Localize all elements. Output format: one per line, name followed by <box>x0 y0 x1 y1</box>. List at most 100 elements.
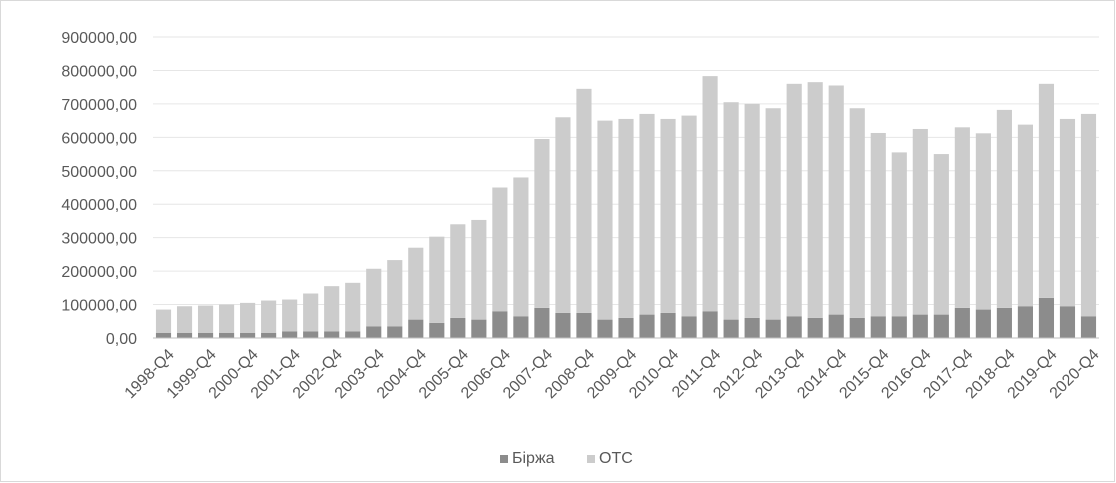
bar-birzha <box>681 316 697 338</box>
bar-otc <box>345 282 361 332</box>
legend-label-birzha: Біржа <box>512 450 555 467</box>
bar-otc <box>849 108 865 318</box>
bar-birzha <box>891 316 907 338</box>
bar-birzha <box>1080 316 1097 338</box>
bar-otc <box>492 187 508 312</box>
bar-birzha <box>597 319 613 338</box>
y-tick-label: 100000,00 <box>61 298 137 315</box>
bar-birzha <box>849 317 865 338</box>
bar-otc <box>366 268 382 327</box>
bar-otc <box>155 309 172 333</box>
bar-otc <box>996 109 1012 308</box>
bar-birzha <box>618 317 634 338</box>
bar-otc <box>786 83 802 317</box>
y-tick-label: 400000,00 <box>61 197 137 214</box>
bar-birzha <box>303 331 319 338</box>
bar-birzha <box>828 314 844 338</box>
bar-otc <box>576 88 592 313</box>
bar-otc <box>933 154 949 315</box>
bar-birzha <box>408 319 424 338</box>
bar-otc <box>261 300 277 333</box>
bar-otc <box>597 120 613 320</box>
bar-birzha <box>702 311 718 338</box>
bar-otc <box>765 108 781 320</box>
y-tick-label: 800000,00 <box>61 63 137 80</box>
bar-otc <box>471 219 487 320</box>
bar-birzha <box>639 314 655 338</box>
bar-otc <box>618 118 634 318</box>
bar-birzha <box>660 312 676 338</box>
bar-otc <box>324 286 340 332</box>
bar-birzha <box>723 319 739 338</box>
bar-otc <box>702 76 718 312</box>
bar-birzha <box>155 332 172 338</box>
bars <box>155 76 1097 338</box>
bar-birzha <box>429 322 445 338</box>
legend-swatch-birzha <box>500 455 508 463</box>
bar-otc <box>450 224 466 318</box>
bar-otc <box>219 304 235 333</box>
bar-birzha <box>261 332 277 338</box>
bar-birzha <box>324 331 340 338</box>
bar-otc <box>429 236 445 323</box>
legend-label-otc: OTC <box>599 450 633 467</box>
bar-otc <box>513 177 529 317</box>
y-axis-tick-labels: 0,00 100000,00 200000,00 300000,00 400000,00… <box>61 30 137 348</box>
bar-birzha <box>786 316 802 338</box>
bar-otc <box>744 103 760 318</box>
y-tick-label: 0,00 <box>106 331 137 348</box>
bar-otc <box>723 102 739 320</box>
bar-birzha <box>1059 306 1076 338</box>
bar-otc <box>1017 124 1033 307</box>
bar-otc <box>303 293 319 332</box>
bar-otc <box>176 306 193 333</box>
bar-otc <box>954 127 970 308</box>
bar-birzha <box>240 332 256 338</box>
bar-birzha <box>765 319 781 338</box>
bar-otc <box>975 133 991 310</box>
bar-birzha <box>912 314 928 338</box>
bar-birzha <box>744 317 760 338</box>
bar-birzha <box>1017 306 1033 338</box>
bar-birzha <box>197 332 214 338</box>
bar-birzha <box>219 332 235 338</box>
bar-birzha <box>345 331 361 338</box>
bar-birzha <box>870 316 886 338</box>
bar-otc <box>828 85 844 315</box>
y-tick-label: 500000,00 <box>61 164 137 181</box>
bar-birzha <box>513 316 529 338</box>
bar-otc <box>240 302 256 333</box>
bar-birzha <box>450 317 466 338</box>
bar-birzha <box>282 331 298 338</box>
bar-otc <box>282 299 298 332</box>
bar-birzha <box>471 319 487 338</box>
x-axis-tick-labels: 1998-Q41999-Q42000-Q42001-Q42002-Q42003-… <box>122 346 1103 402</box>
bar-birzha <box>387 326 403 338</box>
bar-birzha <box>576 312 592 338</box>
bar-otc <box>1038 83 1055 298</box>
bar-birzha <box>975 309 991 338</box>
bar-otc <box>534 139 550 308</box>
bar-otc <box>807 82 823 318</box>
y-tick-label: 700000,00 <box>61 97 137 114</box>
bar-birzha <box>534 307 550 338</box>
y-tick-label: 200000,00 <box>61 264 137 281</box>
bar-otc <box>197 305 214 333</box>
y-tick-label: 600000,00 <box>61 130 137 147</box>
bar-birzha <box>366 326 382 338</box>
bar-otc <box>408 247 424 320</box>
bar-birzha <box>933 314 949 338</box>
bar-birzha <box>1038 297 1055 338</box>
bar-otc <box>1080 113 1097 317</box>
bar-birzha <box>954 307 970 338</box>
y-tick-label: 300000,00 <box>61 231 137 248</box>
bar-birzha <box>807 317 823 338</box>
bar-otc <box>555 117 571 313</box>
bar-birzha <box>176 332 193 338</box>
bar-otc <box>387 260 403 327</box>
bar-otc <box>912 128 928 315</box>
legend: Біржа OTC <box>500 450 633 467</box>
legend-swatch-otc <box>587 455 595 463</box>
